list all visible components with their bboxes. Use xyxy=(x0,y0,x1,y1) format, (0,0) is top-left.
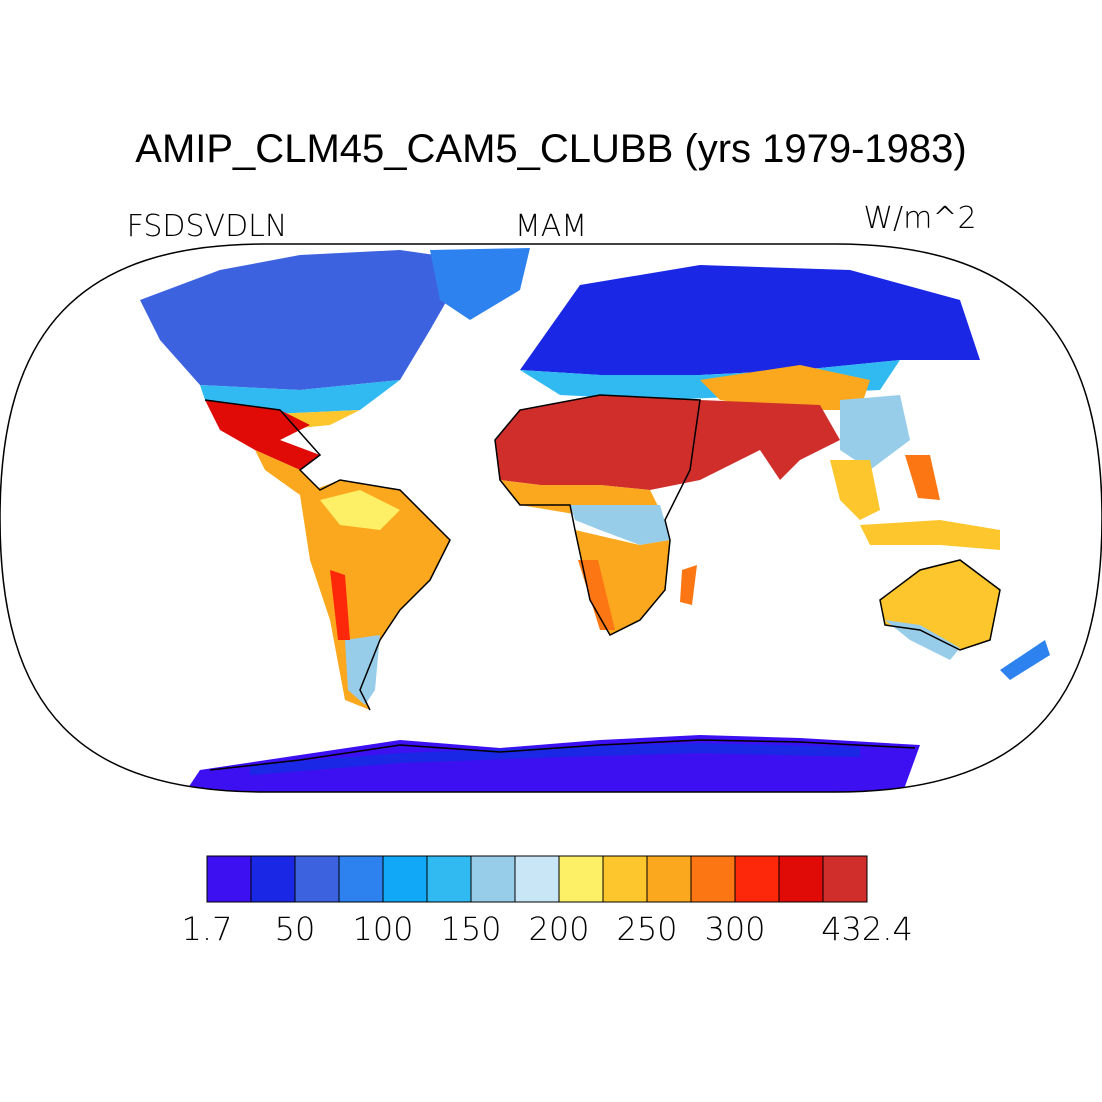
colorbar xyxy=(206,855,868,903)
land-fields xyxy=(140,248,1050,792)
central-asia-region xyxy=(700,365,870,410)
colorbar-swatch xyxy=(514,855,560,903)
coast-americas xyxy=(204,399,451,711)
colorbar-swatch xyxy=(690,855,736,903)
southeast-asia-region xyxy=(830,460,880,520)
map-title: AMIP_CLM45_CAM5_CLUBB (yrs 1979-1983) xyxy=(135,127,966,171)
colorbar-tick-label: 432.4 xyxy=(821,910,913,948)
south-america-region xyxy=(300,480,450,710)
colorbar-swatch xyxy=(646,855,692,903)
colorbar-ticks: 1.7 50 100 150 200 250 300 432.4 xyxy=(182,910,913,948)
coast-antarctica xyxy=(209,739,916,771)
colorbar-swatch xyxy=(250,855,296,903)
amazon-region xyxy=(320,490,400,530)
mexico-region xyxy=(205,400,320,470)
colorbar-tick-label: 200 xyxy=(528,910,589,948)
central-america-region xyxy=(255,450,320,495)
season-label: MAM xyxy=(515,209,587,244)
colorbar-swatch xyxy=(338,855,384,903)
greenland-region xyxy=(430,248,530,320)
new-zealand-region xyxy=(1000,640,1050,680)
colorbar-swatch xyxy=(382,855,428,903)
colorbar-swatch xyxy=(426,855,472,903)
madagascar-region xyxy=(680,565,697,605)
philippines-region xyxy=(905,455,940,500)
colorbar-swatch xyxy=(602,855,648,903)
globe-outline xyxy=(0,243,1102,793)
colorbar-swatch xyxy=(734,855,780,903)
colorbar-tick-label: 150 xyxy=(440,910,501,948)
andes-west-region xyxy=(330,570,350,640)
variable-label: FSDSVDLN xyxy=(127,209,288,244)
colorbar-swatch xyxy=(558,855,604,903)
coast-australia xyxy=(879,559,1001,651)
units-label: W/m^2 xyxy=(863,201,976,236)
colorbar-swatch xyxy=(470,855,516,903)
antarctica-edge xyxy=(249,742,861,775)
australia-south-region xyxy=(885,620,960,660)
central-africa-region xyxy=(570,505,670,545)
colorbar-tick-label: 300 xyxy=(704,910,765,948)
colorbar-swatch xyxy=(206,855,252,903)
sahara-region xyxy=(495,395,840,490)
colorbar-tick-label: 100 xyxy=(352,910,413,948)
north-america-north xyxy=(140,250,470,390)
colorbar-swatch xyxy=(778,855,824,903)
coast-africa xyxy=(494,394,701,636)
africa-west-coast-region xyxy=(578,560,615,630)
patagonia-region xyxy=(345,635,380,705)
colorbar-tick-label: 50 xyxy=(275,910,316,948)
globe xyxy=(0,243,1102,793)
colorbar-tick-label: 250 xyxy=(616,910,677,948)
colorbar-swatch xyxy=(294,855,340,903)
indonesia-region xyxy=(860,520,1000,550)
colorbar-swatch xyxy=(822,855,868,903)
colorbar-tick-label: 1.7 xyxy=(182,910,233,948)
coastlines xyxy=(204,394,1001,771)
china-region xyxy=(840,395,910,470)
eurasia-north xyxy=(520,265,980,375)
